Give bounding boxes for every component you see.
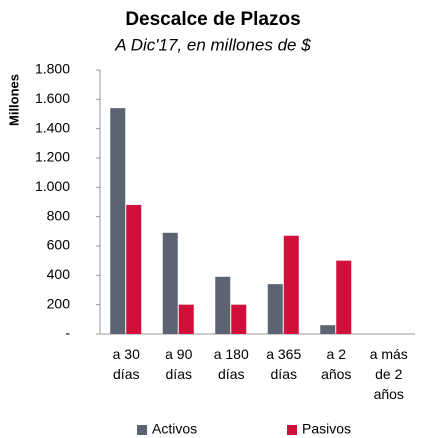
x-tick-label: a 30 días [113,346,140,382]
y-tick-label: 1.400 [35,119,70,135]
bar [320,325,336,334]
y-tick-label: 400 [47,266,71,282]
x-tick-label: a más de 2 años [370,346,408,402]
y-axis-label: Millones [6,74,21,126]
bar [215,276,231,334]
bar [283,235,299,334]
y-tick-label: 600 [47,237,71,253]
bar [178,304,194,334]
legend-label: Pasivos [302,421,351,437]
chart-title: Descalce de Plazos [125,9,300,30]
y-tick-label: 1.000 [35,178,70,194]
y-tick-label: - [65,325,70,341]
y-tick-label: 200 [47,295,71,311]
bar [267,284,283,334]
y-tick-label: 1.800 [35,61,70,77]
legend-swatch [137,425,147,435]
bar [126,204,142,334]
x-tick-label: a 365 días [266,346,301,382]
legend-swatch [287,425,297,435]
bar [162,232,178,334]
bar [231,304,247,334]
chart-subtitle: A Dic'17, en millones de $ [114,35,311,54]
x-tick-label: a 2 años [321,346,351,382]
x-tick-label: a 90 días [165,346,192,382]
bar [336,260,352,334]
y-tick-label: 1.200 [35,149,70,165]
x-tick-label: a 180 días [214,346,249,382]
legend-label: Activos [152,421,197,437]
y-tick-label: 1.600 [35,90,70,106]
y-tick-label: 800 [47,207,71,223]
bar [110,108,126,334]
